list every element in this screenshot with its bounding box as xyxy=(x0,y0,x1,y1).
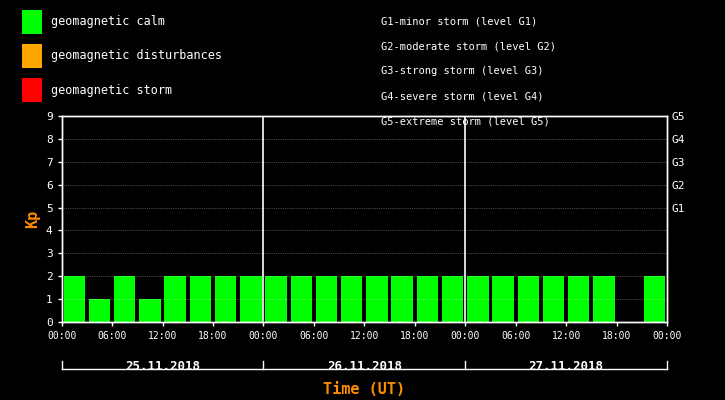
Bar xyxy=(240,276,262,322)
Bar xyxy=(291,276,312,322)
Bar xyxy=(442,276,463,322)
Bar xyxy=(467,276,489,322)
Y-axis label: Kp: Kp xyxy=(25,210,41,228)
Bar xyxy=(88,299,110,322)
Bar xyxy=(64,276,85,322)
Bar xyxy=(114,276,136,322)
Text: G2-moderate storm (level G2): G2-moderate storm (level G2) xyxy=(381,42,555,52)
Bar xyxy=(417,276,438,322)
Text: G3-strong storm (level G3): G3-strong storm (level G3) xyxy=(381,66,543,76)
Bar xyxy=(543,276,564,322)
Bar xyxy=(190,276,211,322)
Text: geomagnetic disturbances: geomagnetic disturbances xyxy=(51,50,222,62)
Text: 26.11.2018: 26.11.2018 xyxy=(327,360,402,373)
Bar xyxy=(215,276,236,322)
Text: 27.11.2018: 27.11.2018 xyxy=(529,360,604,373)
Bar xyxy=(341,276,362,322)
Bar xyxy=(492,276,514,322)
Text: G4-severe storm (level G4): G4-severe storm (level G4) xyxy=(381,91,543,101)
Bar xyxy=(593,276,615,322)
Bar xyxy=(644,276,665,322)
Bar xyxy=(265,276,287,322)
Text: geomagnetic calm: geomagnetic calm xyxy=(51,16,165,28)
Bar xyxy=(518,276,539,322)
Text: geomagnetic storm: geomagnetic storm xyxy=(51,84,172,96)
Text: G1-minor storm (level G1): G1-minor storm (level G1) xyxy=(381,17,537,27)
Text: 25.11.2018: 25.11.2018 xyxy=(125,360,200,373)
Text: G5-extreme storm (level G5): G5-extreme storm (level G5) xyxy=(381,116,550,126)
Bar xyxy=(165,276,186,322)
Bar xyxy=(568,276,589,322)
Bar xyxy=(139,299,161,322)
Text: Time (UT): Time (UT) xyxy=(323,382,405,397)
Bar xyxy=(392,276,413,322)
Bar xyxy=(366,276,388,322)
Bar xyxy=(316,276,337,322)
